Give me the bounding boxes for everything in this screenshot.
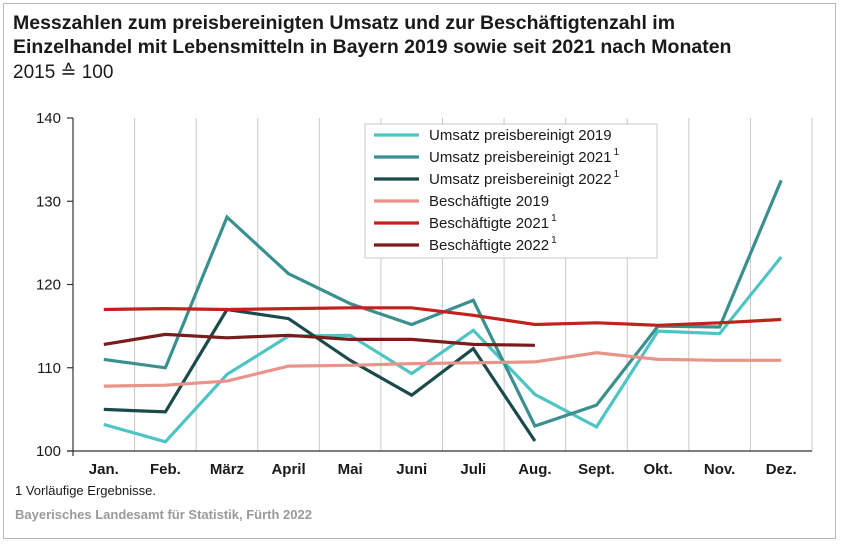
footnote: 1 Vorläufige Ergebnisse. [15,483,156,498]
chart-title-line-1: Messzahlen zum preisbereinigten Umsatz u… [13,12,676,34]
y-tick-label: 130 [36,193,61,210]
source-credit: Bayerisches Landesamt für Statistik, Für… [15,507,312,522]
x-tick-label: Nov. [704,461,735,478]
legend-box [364,123,658,259]
legend-footnote-mark: 1 [614,169,620,180]
legend-label: Beschäftigte 2021 [429,215,549,232]
legend-label: Umsatz preisbereinigt 2021 [429,149,612,166]
x-tick-label: Dez. [766,461,797,478]
legend-label: Umsatz preisbereinigt 2019 [429,127,612,144]
legend-footnote-mark: 1 [551,213,557,224]
x-tick-label: April [271,461,305,478]
series-line-6 [103,332,535,347]
series-line-4 [103,351,782,388]
y-tick-label: 140 [36,110,61,127]
x-tick-label: Juni [396,461,427,478]
legend-label: Beschäftigte 2019 [429,193,549,210]
x-tick-label: Feb. [150,461,181,478]
y-tick-label: 100 [36,443,61,460]
y-tick-label: 110 [37,360,61,377]
series-line-3 [103,307,537,442]
legend-footnote-mark: 1 [551,235,557,246]
x-tick-label: Sept. [578,461,615,478]
x-tick-label: Aug. [518,461,551,478]
x-tick-label: März [210,461,244,478]
chart-title-line-2: Einzelhandel mit Lebensmitteln in Bayern… [13,36,732,58]
legend-label: Beschäftigte 2022 [429,237,549,254]
chart-subtitle: 2015 ≙ 100 [13,62,114,83]
legend-footnote-mark: 1 [614,147,620,158]
y-tick-label: 120 [36,277,61,294]
chart-title: Messzahlen zum preisbereinigten Umsatz u… [13,11,828,59]
x-tick-label: Okt. [643,461,672,478]
legend-label: Umsatz preisbereinigt 2022 [429,171,612,188]
series-line-5 [103,306,782,327]
x-tick-label: Mai [338,461,363,478]
x-tick-label: Juli [460,461,486,478]
series-line-1 [103,255,783,444]
chart-frame [3,3,836,539]
x-tick-label: Jan. [89,461,119,478]
